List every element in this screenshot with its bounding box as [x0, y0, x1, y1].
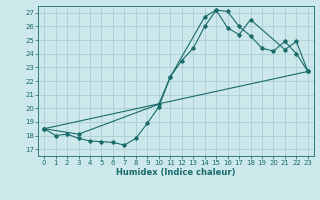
- X-axis label: Humidex (Indice chaleur): Humidex (Indice chaleur): [116, 168, 236, 177]
